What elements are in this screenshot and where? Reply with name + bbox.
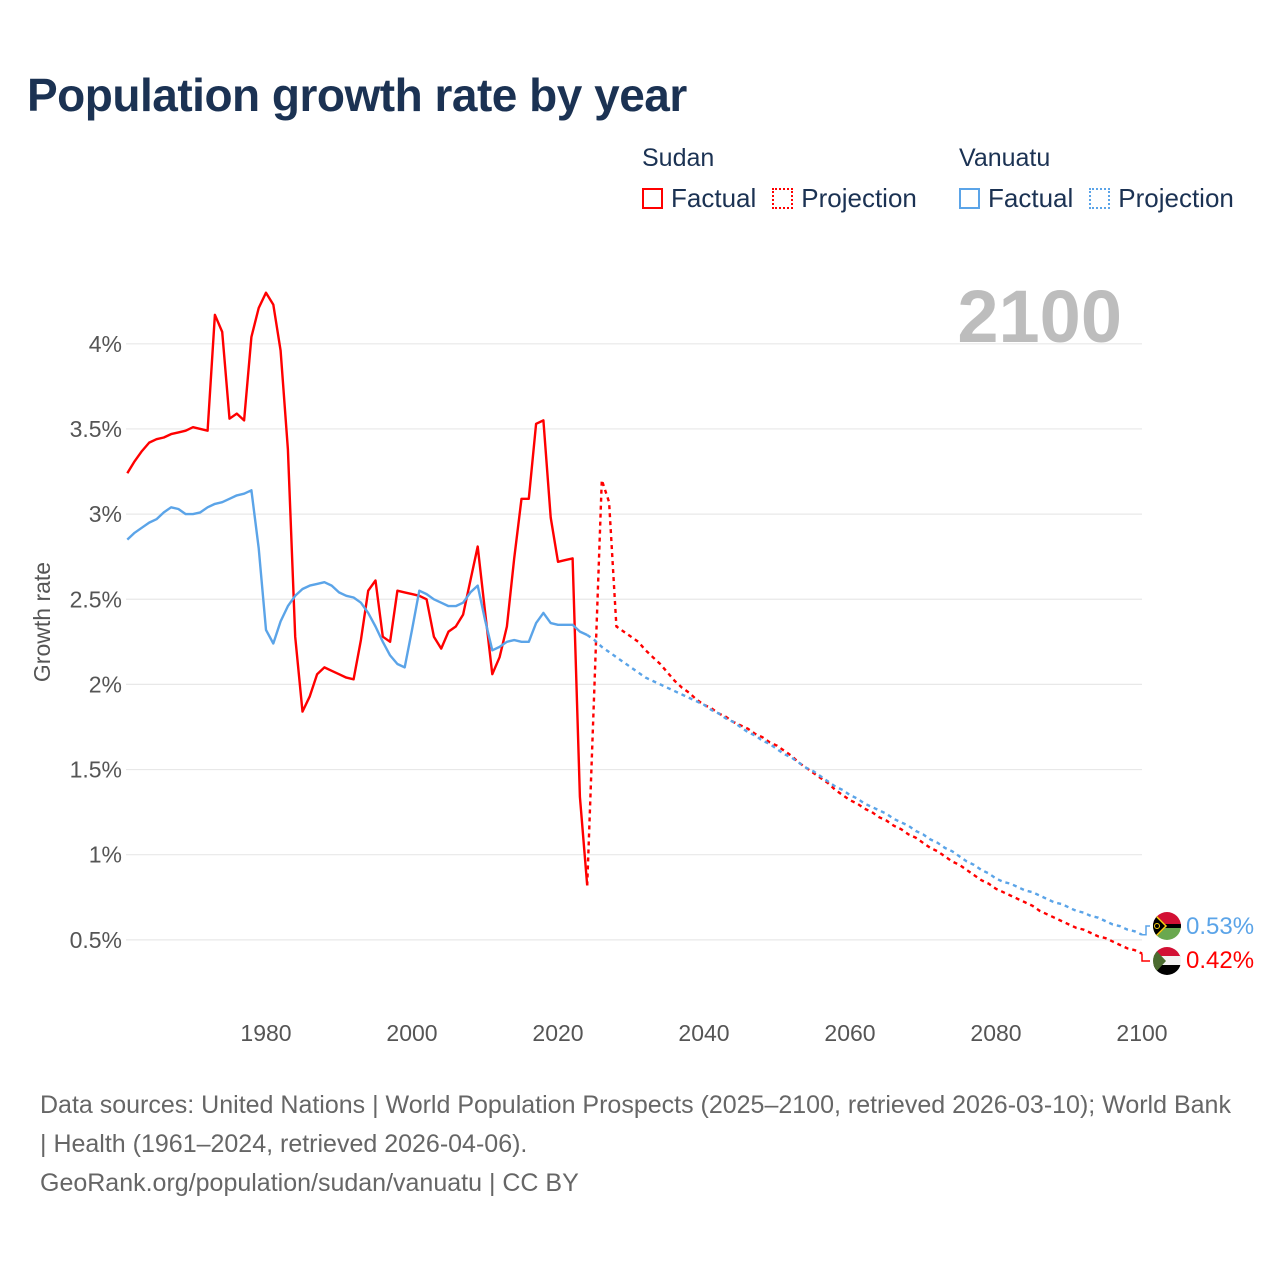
sudan-end-value: 0.42% <box>1186 947 1254 974</box>
legend-vanuatu: Vanuatu Factual Projection <box>959 144 1250 214</box>
x-tick-label: 2060 <box>824 1020 875 1046</box>
x-tick-label: 1980 <box>240 1020 291 1046</box>
vanuatu-end-value: 0.53% <box>1186 913 1254 940</box>
dotted-swatch-icon <box>772 188 794 209</box>
y-tick-label: 3.5% <box>70 416 122 442</box>
sudan-connector <box>1141 953 1150 962</box>
credit-link[interactable]: GeoRank.org/population/sudan/vanuatu | C… <box>40 1169 579 1197</box>
y-tick-label: 4% <box>89 331 122 357</box>
y-axis-ticks: 0.5% 1% 1.5% 2% 2.5% 3% 3.5% 4% <box>70 331 122 953</box>
x-tick-label: 2100 <box>1116 1020 1167 1046</box>
vanuatu-flag-icon <box>1153 912 1181 940</box>
y-tick-label: 2.5% <box>70 586 122 612</box>
x-tick-label: 2080 <box>970 1020 1021 1046</box>
legend-label: Projection <box>1118 183 1234 213</box>
y-tick-label: 0.5% <box>70 927 122 953</box>
data-sources: Data sources: United Nations | World Pop… <box>40 1091 1231 1158</box>
y-tick-label: 1% <box>89 842 122 868</box>
x-tick-label: 2040 <box>678 1020 729 1046</box>
dotted-swatch-icon <box>1089 188 1111 209</box>
gridlines <box>126 343 1142 941</box>
series-lines <box>126 291 1150 962</box>
legend-label: Projection <box>801 183 917 213</box>
chart-title: Population growth rate by year <box>27 69 687 121</box>
solid-swatch-icon <box>959 188 980 209</box>
legend-sudan-projection[interactable]: Projection <box>772 183 917 214</box>
y-tick-label: 2% <box>89 671 122 697</box>
end-markers: 0.53% 0.42% <box>1153 912 1254 975</box>
sudan-flag-icon <box>1153 947 1181 975</box>
legend-sudan-factual[interactable]: Factual <box>642 183 756 214</box>
legend-group-name: Sudan <box>642 144 715 172</box>
vanuatu-connector <box>1142 925 1150 936</box>
sudan-projection-line <box>586 479 1143 955</box>
footer: Data sources: United Nations | World Pop… <box>40 1086 1240 1203</box>
legend-label: Factual <box>671 183 757 213</box>
solid-swatch-icon <box>642 188 663 209</box>
legend-vanuatu-factual[interactable]: Factual <box>959 183 1073 214</box>
y-tick-label: 1.5% <box>70 757 122 783</box>
legend-vanuatu-projection[interactable]: Projection <box>1089 183 1234 214</box>
sudan-factual-line <box>126 291 589 886</box>
vanuatu-factual-line <box>126 489 588 669</box>
vanuatu-projection-line <box>586 634 1143 936</box>
x-tick-label: 2020 <box>532 1020 583 1046</box>
legend-group-name: Vanuatu <box>959 144 1051 172</box>
x-tick-label: 2000 <box>386 1020 437 1046</box>
y-axis-label: Growth rate <box>29 562 55 682</box>
legend-label: Factual <box>988 183 1074 213</box>
x-axis-ticks: 1980 2000 2020 2040 2060 2080 2100 <box>240 1020 1167 1046</box>
y-tick-label: 3% <box>89 501 122 527</box>
legend-sudan: Sudan Factual Projection <box>642 144 933 214</box>
current-year-label: 2100 <box>957 275 1122 358</box>
